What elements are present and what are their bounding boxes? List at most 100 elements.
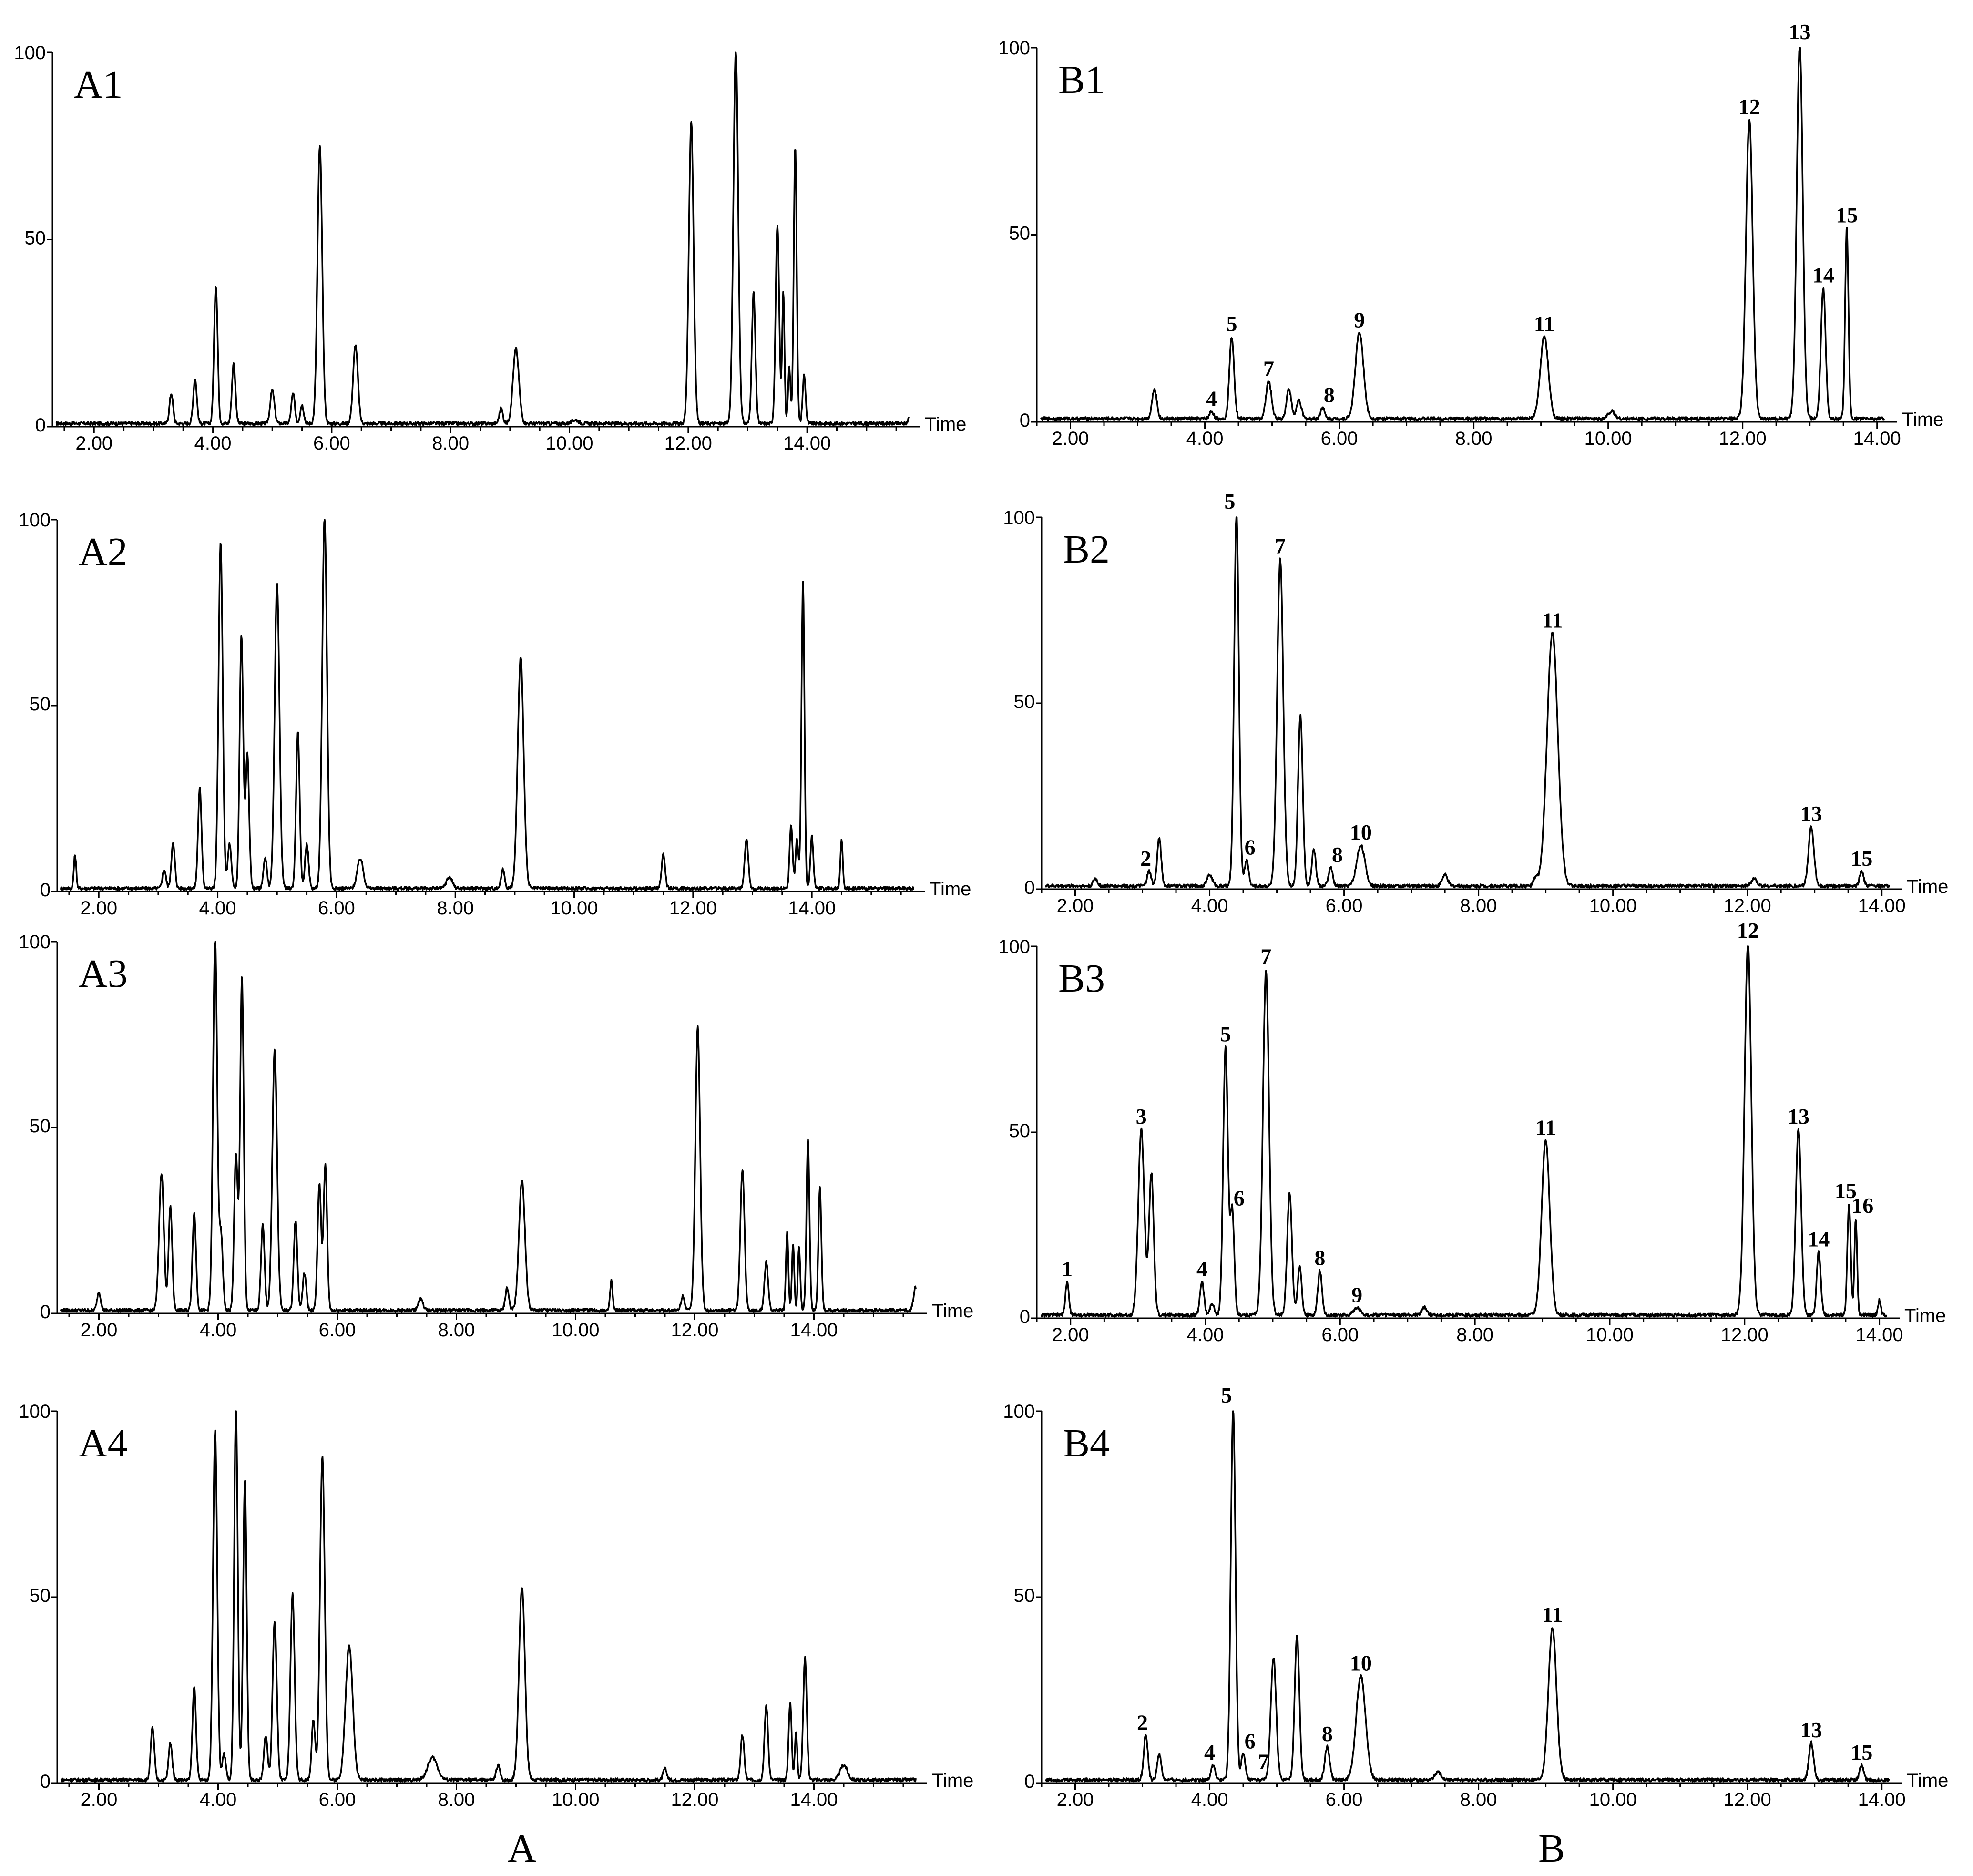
panel-label: A2 [79, 530, 128, 574]
x-tick-label: 12.00 [1721, 1324, 1769, 1345]
x-tick-label: 2.00 [1057, 1789, 1094, 1810]
y-tick-label: 100 [1003, 507, 1035, 528]
x-tick-label: 6.00 [313, 433, 350, 454]
peak-label: 15 [1850, 846, 1872, 871]
peak-label: 8 [1322, 1722, 1333, 1746]
peak-label: 6 [1245, 835, 1256, 859]
chart-a4: 0 50 100 2.00 4.00 6.00 8.00 10.00 12.00 14.00 Tim… [19, 1401, 973, 1810]
x-axis-label: Time [1902, 409, 1943, 430]
chromatogram-trace [1044, 516, 1890, 889]
x-tick-label: 2.00 [1052, 428, 1089, 449]
peak-label: 2 [1140, 846, 1151, 871]
x-tick-label: 6.00 [319, 1789, 356, 1810]
x-tick-label: 12.00 [1724, 1789, 1771, 1810]
peak-label: 14 [1808, 1227, 1830, 1251]
peak-label: 15 [1835, 1179, 1857, 1203]
x-tick-label: 8.00 [432, 433, 469, 454]
peak-label: 11 [1542, 1602, 1563, 1627]
peak-label: 14 [1812, 263, 1834, 287]
panel-label: B2 [1063, 527, 1110, 572]
peak-label: 6 [1245, 1729, 1256, 1753]
y-tick-label: 100 [19, 932, 51, 953]
peak-label: 13 [1789, 20, 1811, 44]
peak-label: 7 [1258, 1749, 1269, 1773]
x-tick-label: 2.00 [75, 433, 112, 454]
x-axis-label: Time [930, 879, 971, 900]
x-tick-label: 6.00 [318, 898, 355, 919]
chart-a3: 0 50 100 2.00 4.00 6.00 8.00 10.00 12.00 14.00 Tim… [19, 932, 973, 1341]
y-tick-label: 0 [1024, 877, 1035, 898]
x-tick-label: 12.00 [671, 1789, 718, 1810]
y-tick-label: 0 [40, 880, 51, 901]
panel-label: A4 [79, 1421, 128, 1466]
x-tick-label: 2.00 [1052, 1324, 1089, 1345]
x-tick-label: 8.00 [1456, 1324, 1493, 1345]
peak-label: 4 [1196, 1257, 1207, 1281]
x-axis-label: Time [1907, 1770, 1948, 1791]
chromatogram-trace [1040, 945, 1887, 1318]
caption-right: B [1538, 1826, 1565, 1871]
x-tick-label: 14.00 [790, 1789, 838, 1810]
x-tick-label: 12.00 [669, 898, 717, 919]
y-tick-label: 0 [40, 1302, 51, 1322]
panel-label: A1 [74, 62, 123, 107]
peak-label: 8 [1324, 382, 1335, 407]
y-tick-label: 0 [40, 1771, 51, 1792]
peak-label: 16 [1851, 1193, 1873, 1218]
x-tick-label: 14.00 [788, 898, 836, 919]
x-tick-label: 6.00 [319, 1320, 356, 1341]
x-tick-label: 4.00 [200, 1320, 237, 1341]
y-tick-label: 0 [1024, 1771, 1035, 1792]
chart-a1: 0 50 100 2.00 4.00 6.00 8.00 10.00 12.00 14.00 Tim… [14, 42, 966, 454]
x-tick-label: 12.00 [671, 1320, 718, 1341]
peak-label: 6 [1234, 1186, 1245, 1210]
x-tick-label: 6.00 [1321, 428, 1358, 449]
caption-left: A [508, 1826, 537, 1871]
panel-label: B1 [1058, 58, 1105, 102]
peak-label: 12 [1737, 918, 1759, 943]
peak-label: 13 [1800, 801, 1822, 826]
peak-label: 3 [1136, 1104, 1147, 1128]
y-tick-label: 100 [14, 42, 46, 63]
peak-label: 11 [1542, 608, 1563, 633]
x-tick-label: 8.00 [438, 1320, 475, 1341]
peak-label: 1 [1062, 1257, 1073, 1281]
panel-label: B4 [1063, 1421, 1110, 1466]
peak-label: 13 [1800, 1718, 1822, 1742]
x-axis-label: Time [1904, 1305, 1946, 1326]
y-tick-label: 50 [25, 228, 46, 249]
peak-label: 12 [1738, 94, 1760, 119]
y-tick-label: 50 [30, 694, 51, 715]
x-tick-label: 10.00 [1589, 895, 1637, 916]
x-tick-label: 14.00 [783, 433, 831, 454]
chart-a2: 0 50 100 2.00 4.00 6.00 8.00 10.00 12.00 14.00 Tim… [19, 510, 971, 919]
x-tick-label: 8.00 [1460, 895, 1497, 916]
y-tick-label: 0 [35, 415, 46, 436]
y-tick-label: 0 [1020, 410, 1030, 431]
panel-label: A3 [79, 952, 128, 996]
peak-label: 5 [1221, 1383, 1232, 1407]
peak-label: 2 [1137, 1710, 1148, 1734]
peak-label: 15 [1836, 203, 1858, 227]
peak-label: 7 [1263, 357, 1274, 381]
x-tick-label: 14.00 [1856, 1324, 1903, 1345]
x-tick-label: 4.00 [199, 898, 236, 919]
x-tick-label: 10.00 [550, 898, 598, 919]
chromatogram-trace [1044, 1410, 1890, 1783]
y-tick-label: 50 [1009, 223, 1031, 244]
x-axis-label: Time [925, 414, 966, 435]
y-tick-label: 50 [1014, 691, 1035, 712]
peak-label: 10 [1350, 820, 1372, 844]
peak-label: 4 [1204, 1740, 1215, 1764]
x-tick-label: 2.00 [81, 1789, 118, 1810]
chromatogram-trace [55, 51, 910, 426]
x-tick-label: 4.00 [200, 1789, 237, 1810]
x-tick-label: 8.00 [1455, 428, 1493, 449]
peak-label: 9 [1354, 308, 1365, 332]
chart-b4: 0 50 100 2.00 4.00 6.00 8.00 10.00 12.00 14.00Tim… [1003, 1383, 1948, 1810]
chromatogram-trace [60, 519, 915, 891]
x-tick-label: 10.00 [552, 1789, 599, 1810]
chart-b2: 0 50 100 2.00 4.00 6.00 8.00 10.00 12.00 14.00Tim… [1003, 489, 1948, 916]
y-tick-label: 100 [19, 510, 51, 531]
x-tick-label: 2.00 [1057, 895, 1094, 916]
